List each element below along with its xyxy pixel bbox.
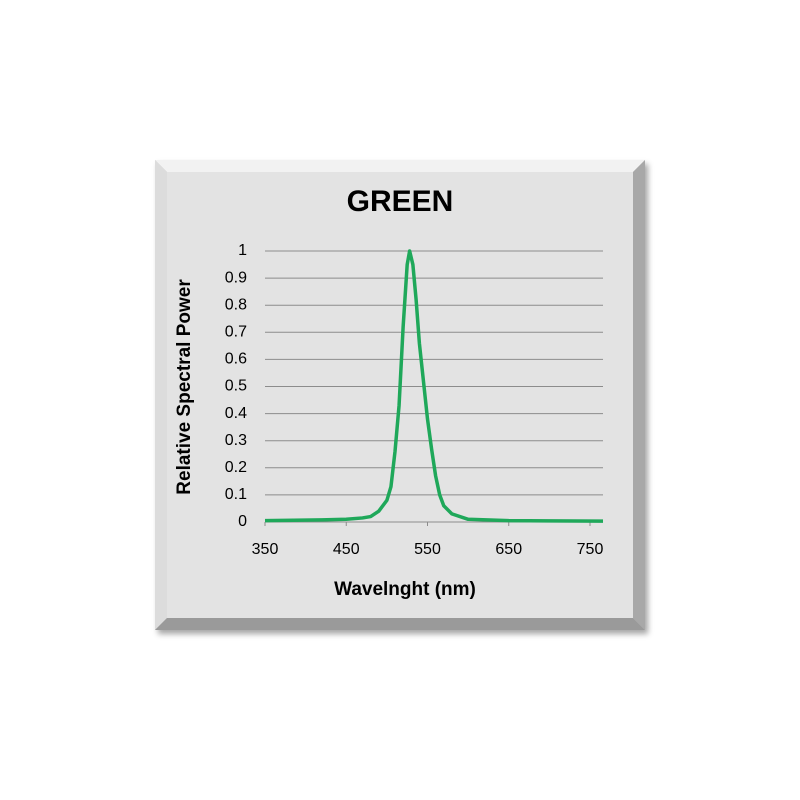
y-tick-label: 0.9 <box>225 269 247 286</box>
y-tick-label: 0.1 <box>225 486 247 503</box>
y-tick-label: 0.7 <box>225 324 247 341</box>
y-tick-label: 1 <box>238 242 247 259</box>
x-tick-label: 450 <box>333 541 360 558</box>
y-tick-label: 0.2 <box>225 459 247 476</box>
x-tick-label: 650 <box>495 541 522 558</box>
x-tick-label: 550 <box>414 541 441 558</box>
y-tick-label: 0.5 <box>225 378 247 395</box>
y-tick-label: 0.8 <box>225 296 247 313</box>
series-line <box>264 249 604 523</box>
y-tick-label: 0 <box>238 513 247 530</box>
x-axis-title: Wavelnght (nm) <box>334 579 476 600</box>
y-tick-label: 0.6 <box>225 351 247 368</box>
x-tick-label: 750 <box>577 541 604 558</box>
y-axis-title: Relative Spectral Power <box>174 279 195 495</box>
chart-title: GREEN <box>347 185 454 218</box>
x-tick-label: 350 <box>252 541 279 558</box>
y-tick-label: 0.4 <box>225 405 247 422</box>
y-tick-label: 0.3 <box>225 432 247 449</box>
